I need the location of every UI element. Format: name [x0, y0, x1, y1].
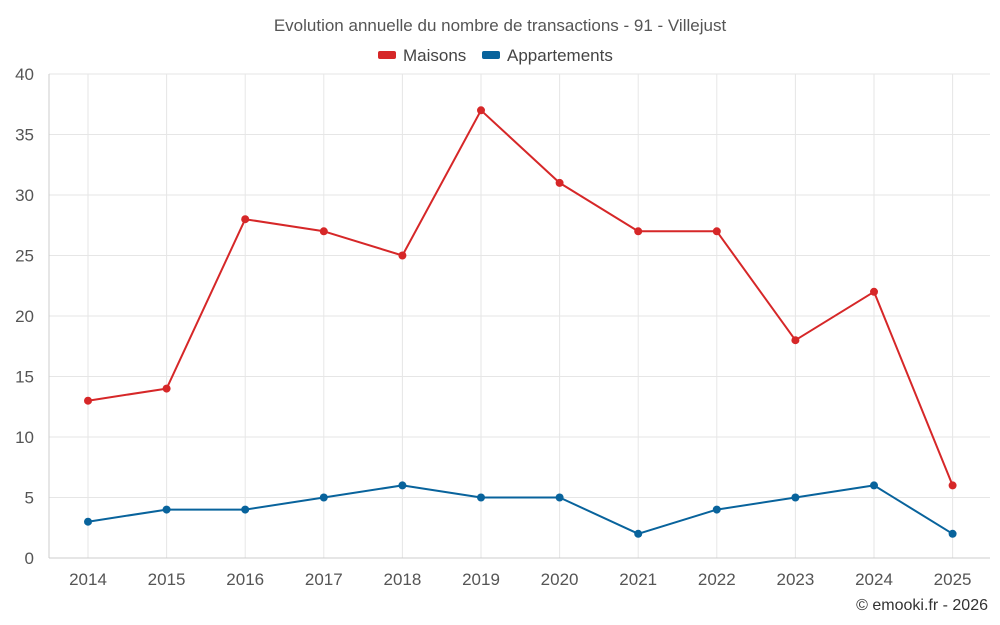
y-tick-label: 35	[15, 126, 34, 145]
series-line-appartements	[87, 484, 954, 535]
data-point-maisons[interactable]	[162, 384, 171, 393]
data-point-appartements[interactable]	[241, 505, 250, 514]
grid	[49, 73, 990, 558]
x-tick-label: 2025	[934, 570, 972, 589]
x-tick-label: 2019	[462, 570, 500, 589]
data-point-maisons[interactable]	[634, 227, 643, 236]
axes	[48, 74, 990, 559]
legend-item-maisons[interactable]: Maisons	[378, 46, 466, 65]
data-point-appartements[interactable]	[84, 517, 92, 526]
x-tick-label: 2018	[383, 570, 421, 589]
series-line-maisons	[87, 109, 954, 486]
y-tick-label: 40	[15, 65, 34, 84]
chart-title: Evolution annuelle du nombre de transact…	[274, 16, 727, 35]
credit-text: © emooki.fr - 2026	[856, 597, 988, 614]
data-point-appartements[interactable]	[477, 493, 485, 502]
y-tick-label: 25	[15, 247, 34, 266]
data-point-appartements[interactable]	[398, 481, 407, 490]
x-tick-label: 2017	[305, 570, 343, 589]
y-tick-label: 30	[15, 186, 34, 205]
data-point-appartements[interactable]	[712, 505, 721, 514]
series-layer	[84, 106, 957, 538]
legend-swatch-appartements	[482, 51, 500, 59]
data-point-maisons[interactable]	[241, 215, 250, 224]
data-point-appartements[interactable]	[162, 505, 171, 514]
legend-item-appartements[interactable]: Appartements	[482, 46, 613, 65]
data-point-appartements[interactable]	[319, 493, 328, 502]
data-point-appartements[interactable]	[791, 493, 800, 502]
x-tick-label: 2024	[855, 570, 893, 589]
x-tick-label: 2022	[698, 570, 736, 589]
data-point-maisons[interactable]	[555, 178, 564, 187]
x-tick-label: 2023	[776, 570, 814, 589]
legend-label-appartements: Appartements	[507, 46, 613, 65]
data-point-maisons[interactable]	[712, 227, 721, 236]
data-point-maisons[interactable]	[319, 227, 328, 236]
x-tick-label: 2020	[541, 570, 579, 589]
data-point-appartements[interactable]	[948, 529, 957, 538]
data-point-maisons[interactable]	[948, 481, 957, 490]
y-tick-label: 20	[15, 307, 34, 326]
y-tick-label: 10	[15, 428, 34, 447]
data-point-maisons[interactable]	[84, 396, 92, 405]
x-tick-label: 2021	[619, 570, 657, 589]
data-point-appartements[interactable]	[634, 529, 643, 538]
legend-label-maisons: Maisons	[403, 46, 466, 65]
data-point-appartements[interactable]	[555, 493, 564, 502]
legend-swatch-maisons	[378, 51, 396, 59]
x-tick-label: 2015	[148, 570, 186, 589]
x-tick-label: 2016	[226, 570, 264, 589]
data-point-maisons[interactable]	[870, 287, 878, 296]
data-point-maisons[interactable]	[398, 251, 407, 260]
data-point-maisons[interactable]	[791, 336, 800, 345]
legend[interactable]: Maisons Appartements	[378, 46, 613, 65]
data-point-appartements[interactable]	[870, 481, 878, 490]
data-point-maisons[interactable]	[477, 106, 485, 115]
y-tick-label: 0	[25, 549, 34, 568]
x-tick-label: 2014	[69, 570, 107, 589]
y-tick-label: 15	[15, 368, 34, 387]
y-tick-label: 5	[25, 489, 34, 508]
